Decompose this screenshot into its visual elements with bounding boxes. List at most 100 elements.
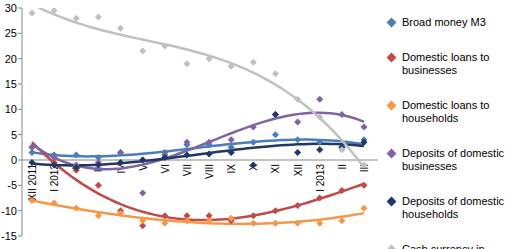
point bbox=[161, 212, 168, 219]
y-tick bbox=[18, 160, 22, 161]
point bbox=[228, 136, 235, 143]
y-tick bbox=[18, 8, 22, 9]
y-tick-label: -10 bbox=[1, 205, 17, 217]
point bbox=[250, 139, 257, 146]
point bbox=[117, 210, 124, 217]
point bbox=[117, 149, 124, 156]
point bbox=[139, 157, 146, 164]
point bbox=[250, 162, 257, 169]
x-tick-label: II bbox=[337, 164, 348, 170]
point bbox=[117, 159, 124, 166]
point bbox=[117, 25, 124, 32]
point bbox=[206, 217, 213, 224]
y-axis bbox=[22, 8, 23, 236]
x-tick-label: I 2013 bbox=[315, 164, 326, 192]
y-tick-label: 5 bbox=[11, 129, 17, 141]
point bbox=[29, 144, 36, 151]
point bbox=[250, 59, 257, 66]
point bbox=[272, 111, 279, 118]
point bbox=[250, 212, 257, 219]
x-tick-label: XII 2011 bbox=[27, 164, 38, 201]
y-tick bbox=[18, 185, 22, 186]
point bbox=[51, 200, 58, 207]
point bbox=[117, 149, 124, 156]
point bbox=[272, 131, 279, 138]
point bbox=[161, 220, 168, 227]
point bbox=[294, 202, 301, 209]
legend-marker bbox=[387, 245, 397, 249]
point bbox=[250, 220, 257, 227]
y-tick bbox=[18, 33, 22, 34]
y-tick bbox=[18, 58, 22, 59]
point bbox=[250, 124, 257, 131]
y-tick-label: 25 bbox=[5, 27, 17, 39]
x-axis bbox=[22, 160, 378, 161]
point bbox=[183, 217, 190, 224]
point bbox=[206, 150, 213, 157]
point bbox=[95, 182, 102, 189]
y-tick-label: 20 bbox=[5, 53, 17, 65]
point bbox=[361, 162, 368, 169]
y-tick bbox=[18, 236, 22, 237]
y-tick-label: -15 bbox=[1, 230, 17, 242]
y-tick bbox=[18, 109, 22, 110]
trendline bbox=[32, 113, 364, 169]
point bbox=[361, 124, 368, 131]
point bbox=[95, 212, 102, 219]
point bbox=[272, 111, 279, 118]
x-tick-label: IX bbox=[226, 164, 237, 174]
point bbox=[316, 220, 323, 227]
y-tick-label: -5 bbox=[7, 179, 17, 191]
point bbox=[294, 220, 301, 227]
y-tick-label: 10 bbox=[5, 103, 17, 115]
trendline bbox=[32, 144, 364, 166]
legend-marker bbox=[387, 149, 397, 159]
point bbox=[139, 48, 146, 55]
point bbox=[316, 195, 323, 202]
trendline bbox=[32, 8, 364, 167]
point bbox=[338, 217, 345, 224]
point bbox=[294, 136, 301, 143]
point bbox=[361, 139, 368, 146]
point bbox=[338, 187, 345, 194]
legend-label: Deposits of domestic households bbox=[402, 195, 526, 221]
point bbox=[294, 96, 301, 103]
legend-label: Cash currency in circulation outside ban… bbox=[402, 243, 526, 249]
x-tick-label: XI bbox=[270, 164, 281, 173]
point bbox=[338, 146, 345, 153]
point bbox=[95, 162, 102, 169]
point bbox=[272, 220, 279, 227]
y-tick-label: 15 bbox=[5, 78, 17, 90]
y-tick bbox=[18, 134, 22, 135]
y-tick-label: 30 bbox=[5, 2, 17, 14]
point bbox=[206, 55, 213, 62]
point bbox=[316, 139, 323, 146]
x-tick-label: VI bbox=[160, 164, 171, 173]
point bbox=[272, 70, 279, 77]
point bbox=[228, 149, 235, 156]
legend-marker bbox=[387, 53, 397, 63]
marks bbox=[29, 8, 368, 229]
point bbox=[361, 205, 368, 212]
point bbox=[139, 217, 146, 224]
point bbox=[316, 146, 323, 153]
legend-marker bbox=[387, 18, 397, 28]
point bbox=[161, 43, 168, 50]
point bbox=[73, 205, 80, 212]
trendline bbox=[32, 201, 364, 224]
point bbox=[73, 15, 80, 22]
point bbox=[73, 151, 80, 158]
point bbox=[29, 197, 36, 204]
legend-label: Deposits of domestic businesses bbox=[402, 147, 526, 173]
point bbox=[29, 144, 36, 151]
legend-label: Broad money M3 bbox=[402, 16, 526, 29]
point bbox=[228, 63, 235, 70]
point bbox=[139, 189, 146, 196]
point bbox=[338, 111, 345, 118]
point bbox=[272, 207, 279, 214]
point bbox=[161, 154, 168, 161]
point bbox=[294, 119, 301, 126]
point bbox=[95, 14, 102, 21]
legend-label: Domestic loans to households bbox=[402, 99, 526, 125]
point bbox=[361, 182, 368, 189]
